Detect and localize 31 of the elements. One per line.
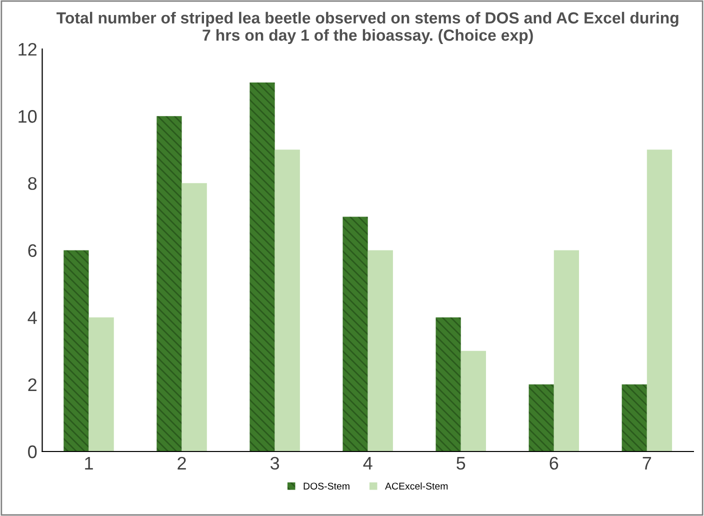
- bar: [274, 150, 300, 452]
- y-tick-label: 0: [28, 445, 37, 458]
- x-tick-label: 1: [85, 457, 93, 470]
- bar: [528, 384, 554, 452]
- x-tick-label: 3: [270, 456, 280, 470]
- bar: [646, 150, 672, 452]
- bar: [250, 82, 275, 452]
- x-tick-label: 4: [363, 457, 372, 470]
- y-tick-label: 10: [18, 110, 37, 123]
- y-tick-label: 12: [18, 42, 36, 56]
- y-tick-label: 4: [28, 311, 37, 324]
- x-tick-label: 2: [178, 456, 186, 470]
- bar: [554, 250, 580, 452]
- bar: [182, 183, 207, 452]
- bar: [88, 317, 114, 452]
- bar: [622, 384, 647, 452]
- bar: [460, 350, 486, 452]
- y-tick-label: 2: [28, 378, 36, 391]
- chart-title: Total number of striped lea beetle observed on stems of DOS and AC Excel during 7 hrs on day 1 of the bioassay. (Choice exp): [56, 12, 678, 44]
- y-tick-label: 8: [28, 177, 37, 190]
- bar: [64, 250, 89, 452]
- bar: [156, 116, 182, 452]
- legend-label: DOS-Stem: [304, 482, 350, 490]
- bar: [368, 250, 393, 452]
- bar: [436, 317, 461, 452]
- x-tick-label: 6: [550, 456, 558, 470]
- x-tick-label: 7: [642, 457, 652, 470]
- y-tick-label: 6: [28, 244, 37, 257]
- bar: [342, 216, 368, 452]
- x-tick-label: 5: [456, 457, 466, 470]
- legend-label: ACExcel-Stem: [385, 482, 448, 490]
